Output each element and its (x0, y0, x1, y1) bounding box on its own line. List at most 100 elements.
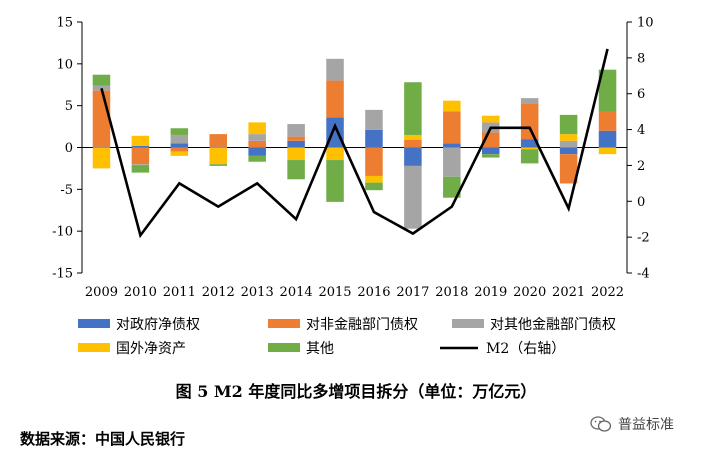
bar-segment (131, 165, 150, 173)
bar-segment (209, 164, 228, 166)
bar-segment (520, 103, 539, 140)
bar-segment (559, 154, 578, 184)
y-axis-left: 15 10 5 0 -5 -10 -15 (52, 16, 83, 282)
legend-item: M2（右轴） (440, 341, 565, 357)
bar-segment (209, 134, 228, 147)
y-axis-right: 10 8 6 4 2 0 -2 -4 (626, 16, 654, 282)
bar-segment (287, 160, 305, 180)
bar-segment (443, 111, 461, 144)
legend-swatch (452, 319, 484, 328)
bar-segment (365, 175, 383, 183)
x-tick-label: 2016 (357, 285, 390, 300)
legend-swatch (268, 343, 300, 352)
bar-segment (404, 82, 422, 135)
bar-segment (131, 147, 150, 165)
bar-segment (404, 139, 422, 148)
x-tick-label: 2009 (85, 285, 118, 300)
bar-segment (131, 135, 150, 146)
legend-label: 其他 (306, 341, 334, 357)
bar-segment (287, 124, 305, 137)
bar-segment (248, 155, 266, 162)
bar-segment (326, 160, 344, 202)
y-left-tick-label: 5 (65, 99, 73, 114)
watermark-text: 普益标准 (618, 417, 674, 433)
bar-segment (404, 165, 422, 229)
bar-segment (287, 136, 305, 141)
bar-segment (559, 140, 578, 148)
bar-segment (559, 114, 578, 135)
y-left-tick-label: 15 (56, 16, 73, 31)
plot-area (82, 48, 627, 239)
bar-segment (287, 147, 305, 161)
bar-segment (365, 182, 383, 191)
x-tick-label: 2018 (435, 285, 468, 300)
bar-segment (481, 115, 500, 123)
y-right-tick-label: 4 (637, 123, 645, 138)
x-tick-label: 2019 (474, 285, 507, 300)
bar-segment (598, 130, 617, 148)
bar-segment (598, 111, 617, 131)
bar-segment (92, 85, 111, 91)
legend-swatch (78, 319, 110, 328)
bar-segment (443, 176, 461, 198)
x-tick-label: 2021 (552, 285, 585, 300)
legend-item: 对政府净债权 (78, 317, 200, 333)
legend-label: 国外净资产 (116, 341, 186, 357)
y-right-tick-label: 8 (637, 51, 645, 66)
bar-segment (443, 100, 461, 112)
bar-segment (326, 117, 344, 148)
x-tick-label: 2012 (202, 285, 235, 300)
y-left-tick-label: -10 (52, 225, 73, 240)
x-tick-label: 2013 (241, 285, 274, 300)
bar-segment (365, 147, 383, 176)
bar-segment (598, 147, 617, 155)
bar-segment (92, 74, 111, 86)
legend-item: 对非金融部门债权 (268, 317, 418, 333)
legend-label: 对政府净债权 (116, 317, 200, 333)
bar-segment (404, 147, 422, 166)
y-right-tick-label: 10 (637, 16, 654, 31)
bar-segment (481, 147, 500, 155)
bar-segment (170, 147, 189, 152)
legend-item: 其他 (268, 341, 334, 357)
x-tick-label: 2011 (163, 285, 196, 300)
wechat-icon (590, 416, 612, 432)
m2-line (100, 48, 609, 239)
bar-segment (248, 122, 266, 135)
bar-segment (404, 134, 422, 140)
bar-segment (520, 149, 539, 164)
y-left-tick-label: -15 (52, 267, 73, 282)
watermark: 普益标准 (590, 414, 674, 434)
bar-segment (170, 151, 189, 156)
bar-segment (248, 147, 266, 156)
bar-segment (131, 164, 150, 166)
legend-label: 对非金融部门债权 (306, 317, 418, 333)
bar-segment (326, 58, 344, 81)
x-tick-label: 2020 (513, 285, 546, 300)
legend-swatch (78, 343, 110, 352)
bar-segment (559, 134, 578, 141)
bar-segment (520, 139, 539, 148)
y-right-tick-label: 0 (637, 195, 645, 210)
y-left-tick-label: -5 (60, 183, 73, 198)
y-left-tick-label: 10 (56, 57, 73, 72)
bar-segment (92, 146, 111, 148)
legend-item: 国外净资产 (78, 341, 186, 357)
legend-item: 对其他金融部门债权 (452, 317, 616, 333)
y-right-tick-label: -2 (637, 231, 650, 246)
bar-segment (287, 140, 305, 148)
x-tick-label: 2022 (591, 285, 624, 300)
bar-segment (248, 140, 266, 148)
bar-segment (559, 147, 578, 155)
bar-segment (598, 69, 617, 112)
y-right-tick-label: -4 (637, 267, 650, 282)
bar-segment (365, 109, 383, 130)
bar-segment (365, 129, 383, 148)
bar-segment (170, 143, 189, 148)
bar-segment (520, 98, 539, 104)
x-tick-label: 2017 (396, 285, 429, 300)
bar-segment (248, 134, 266, 141)
y-right-tick-label: 2 (637, 159, 645, 174)
